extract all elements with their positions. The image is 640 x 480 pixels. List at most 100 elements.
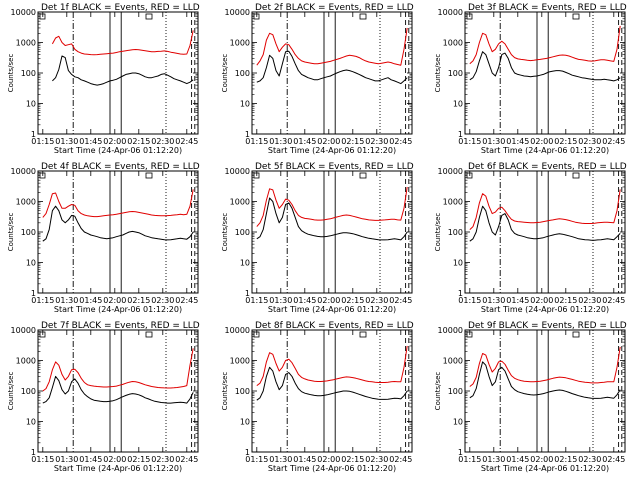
y-tick-label: 1 (31, 448, 36, 457)
x-tick-label: 01:45 (506, 296, 529, 305)
detector-panel-7: Det 7f BLACK = Events, RED = LLD 1 10 100 10… (7, 321, 200, 473)
detector-panel-9: Det 9f BLACK = Events, RED = LLD 1 10 100 10… (434, 321, 627, 473)
x-tick-label: 01:45 (293, 296, 316, 305)
x-tick-label: 02:45 (602, 296, 625, 305)
plot-frame (251, 329, 413, 453)
x-tick-label: 02:45 (389, 296, 412, 305)
y-tick-label: 10 (453, 100, 463, 109)
series-line-events (469, 51, 621, 82)
x-tick-label: 01:30 (55, 296, 78, 305)
y-tick-label: 100 (21, 228, 36, 237)
y-tick-label: 1000 (230, 39, 250, 48)
y-tick-label: 100 (448, 387, 463, 396)
x-tick-label: 01:30 (482, 137, 505, 146)
x-tick-label: 01:15 (245, 137, 268, 146)
y-tick-label: 1000 (16, 357, 36, 366)
x-tick-label: 01:30 (55, 137, 78, 146)
panel-title: Det 6f BLACK = Events, RED = LLD (468, 162, 627, 172)
detector-panel-5: Det 5f BLACK = Events, RED = LLD 1 10 100 10… (221, 162, 414, 314)
plot-frame (464, 170, 626, 294)
x-tick-label: 01:15 (458, 137, 481, 146)
x-tick-label: 02:15 (341, 296, 364, 305)
series-line-lld (256, 27, 408, 66)
x-tick-label: 02:30 (578, 296, 601, 305)
y-tick-label: 1000 (443, 198, 463, 207)
y-axis-label: Counts/sec (434, 213, 442, 252)
x-tick-label: 01:15 (31, 137, 54, 146)
y-tick-label: 1 (245, 130, 250, 139)
x-tick-label: 02:45 (175, 296, 198, 305)
corner-marker-right (359, 172, 367, 179)
x-tick-label: 01:15 (31, 296, 54, 305)
x-tick-label: 02:30 (365, 296, 388, 305)
y-tick-label: 10000 (225, 167, 250, 176)
series-line-events (256, 197, 408, 241)
x-tick-label: 01:30 (269, 455, 292, 464)
y-tick-label: 100 (235, 387, 250, 396)
x-tick-label: 01:45 (79, 137, 102, 146)
y-tick-label: 1000 (443, 357, 463, 366)
y-tick-label: 1 (31, 289, 36, 298)
panel-title: Det 8f BLACK = Events, RED = LLD (255, 321, 414, 331)
x-axis-label: Start Time (24-Apr-06 01:12:20) (268, 146, 396, 155)
x-axis-label: Start Time (24-Apr-06 01:12:20) (268, 464, 396, 473)
y-tick-label: 10 (240, 259, 250, 268)
y-tick-label: 100 (21, 387, 36, 396)
x-tick-label: 01:30 (482, 296, 505, 305)
y-tick-label: 10 (240, 100, 250, 109)
detector-panel-4: Det 4f BLACK = Events, RED = LLD 1 10 100 10… (7, 162, 200, 314)
x-tick-label: 02:30 (578, 455, 601, 464)
x-axis-label: Start Time (24-Apr-06 01:12:20) (54, 146, 182, 155)
detector-panel-1: Det 1f BLACK = Events, RED = LLD 1 10 100 10… (7, 3, 200, 155)
y-axis-label: Counts/sec (221, 54, 229, 93)
y-tick-label: 10 (453, 259, 463, 268)
y-axis-label: Counts/sec (434, 54, 442, 93)
x-tick-label: 02:45 (175, 455, 198, 464)
x-tick-label: 01:45 (79, 455, 102, 464)
plot-frame (251, 170, 413, 294)
x-tick-label: 02:45 (602, 137, 625, 146)
panel-title: Det 9f BLACK = Events, RED = LLD (468, 321, 627, 331)
x-tick-label: 01:45 (293, 137, 316, 146)
corner-marker-right (359, 13, 367, 20)
x-tick-label: 02:30 (578, 137, 601, 146)
corner-marker-right (359, 331, 367, 338)
x-tick-label: 02:00 (317, 296, 340, 305)
x-tick-label: 02:30 (151, 455, 174, 464)
y-tick-label: 1 (245, 289, 250, 298)
y-tick-label: 1 (458, 448, 463, 457)
panel-title: Det 4f BLACK = Events, RED = LLD (41, 162, 200, 172)
y-tick-label: 1 (458, 289, 463, 298)
y-tick-label: 10 (453, 418, 463, 427)
series-line-events (256, 366, 408, 401)
y-tick-label: 100 (235, 228, 250, 237)
x-axis-label: Start Time (24-Apr-06 01:12:20) (268, 305, 396, 314)
y-tick-label: 1000 (443, 39, 463, 48)
x-tick-label: 02:15 (127, 137, 150, 146)
y-tick-label: 10000 (11, 8, 36, 17)
series-line-lld (469, 346, 621, 387)
x-tick-label: 02:15 (554, 455, 577, 464)
x-tick-label: 02:00 (530, 137, 553, 146)
corner-marker-right (572, 172, 580, 179)
x-tick-label: 02:15 (554, 296, 577, 305)
x-tick-label: 02:30 (151, 296, 174, 305)
corner-marker-right (145, 172, 153, 179)
x-tick-label: 02:15 (127, 296, 150, 305)
x-tick-label: 02:45 (389, 137, 412, 146)
y-tick-label: 10000 (225, 326, 250, 335)
detector-panel-6: Det 6f BLACK = Events, RED = LLD 1 10 100 10… (434, 162, 627, 314)
plot-frame (37, 329, 199, 453)
y-axis-label: Counts/sec (221, 372, 229, 411)
y-axis-label: Counts/sec (434, 372, 442, 411)
series-line-events (469, 361, 621, 399)
x-tick-label: 02:00 (530, 296, 553, 305)
y-axis-label: Counts/sec (7, 213, 15, 252)
x-tick-label: 02:00 (530, 455, 553, 464)
x-tick-label: 01:45 (506, 137, 529, 146)
plot-frame (464, 329, 626, 453)
x-tick-label: 02:45 (602, 455, 625, 464)
x-tick-label: 02:00 (103, 137, 126, 146)
corner-marker-right (572, 331, 580, 338)
panel-title: Det 3f BLACK = Events, RED = LLD (468, 3, 627, 13)
